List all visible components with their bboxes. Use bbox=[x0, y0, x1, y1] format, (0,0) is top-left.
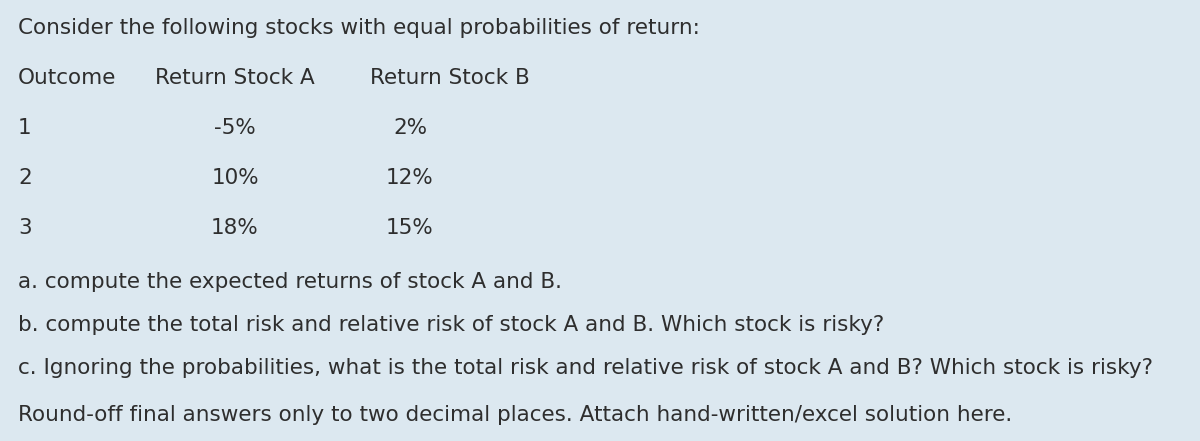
Text: 1: 1 bbox=[18, 118, 31, 138]
Text: 12%: 12% bbox=[386, 168, 434, 188]
Text: b. compute the total risk and relative risk of stock A and B. Which stock is ris: b. compute the total risk and relative r… bbox=[18, 315, 884, 335]
Text: Return Stock A: Return Stock A bbox=[155, 68, 314, 88]
Text: c. Ignoring the probabilities, what is the total risk and relative risk of stock: c. Ignoring the probabilities, what is t… bbox=[18, 358, 1153, 378]
Text: Round-off final answers only to two decimal places. Attach hand-written/excel so: Round-off final answers only to two deci… bbox=[18, 405, 1013, 425]
Text: 2: 2 bbox=[18, 168, 31, 188]
Text: 18%: 18% bbox=[211, 218, 259, 238]
Text: Consider the following stocks with equal probabilities of return:: Consider the following stocks with equal… bbox=[18, 18, 700, 38]
Text: 3: 3 bbox=[18, 218, 31, 238]
Text: Outcome: Outcome bbox=[18, 68, 116, 88]
Text: 10%: 10% bbox=[211, 168, 259, 188]
Text: 15%: 15% bbox=[386, 218, 434, 238]
Text: a. compute the expected returns of stock A and B.: a. compute the expected returns of stock… bbox=[18, 272, 562, 292]
Text: Return Stock B: Return Stock B bbox=[370, 68, 529, 88]
Text: 2%: 2% bbox=[392, 118, 427, 138]
Text: -5%: -5% bbox=[214, 118, 256, 138]
